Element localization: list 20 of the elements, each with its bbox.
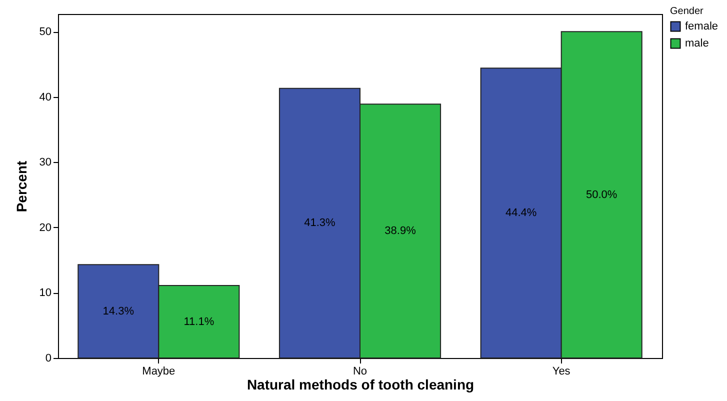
- data-label: 41.3%: [304, 217, 336, 230]
- y-axis-title: Percent: [13, 160, 30, 212]
- legend-title: Gender: [670, 6, 704, 17]
- legend-label: female: [685, 20, 718, 32]
- y-tick-label: 40: [39, 91, 52, 104]
- data-label: 14.3%: [102, 305, 134, 318]
- y-tick-label: 10: [39, 287, 52, 300]
- y-tick-label: 50: [39, 26, 52, 38]
- x-tick-label: Maybe: [142, 366, 176, 378]
- legend-label: male: [685, 38, 709, 50]
- x-tick-label: No: [352, 366, 368, 378]
- y-tick-label: 30: [39, 156, 52, 169]
- x-axis-title: Natural methods of tooth cleaning: [246, 376, 474, 392]
- data-label: 50.0%: [586, 188, 618, 201]
- data-label: 11.1%: [184, 316, 214, 328]
- data-label: 44.4%: [505, 207, 537, 220]
- y-tick-label: 0: [45, 352, 52, 364]
- data-label: 38.9%: [384, 225, 416, 238]
- y-tick-label: 20: [39, 222, 52, 234]
- x-tick-label: Yes: [552, 366, 571, 378]
